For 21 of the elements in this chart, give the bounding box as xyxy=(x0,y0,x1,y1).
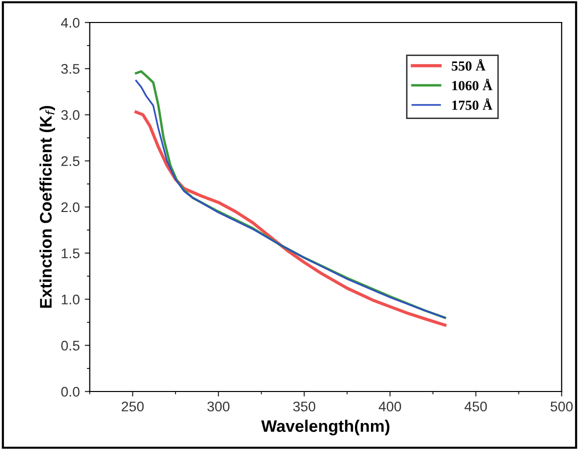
x-axis-title: Wavelength(nm) xyxy=(261,420,390,436)
y-tick-label: 1.0 xyxy=(62,294,80,304)
x-tick-label: 500 xyxy=(550,402,573,412)
legend-label: 1060 Å xyxy=(452,78,492,90)
y-tick-label: 3.5 xyxy=(61,64,80,74)
line-series xyxy=(134,110,446,327)
x-tick-label: 450 xyxy=(464,402,487,412)
y-tick-label: 4.0 xyxy=(61,18,80,28)
y-tick-label: 3.0 xyxy=(61,110,80,120)
y-tick-label: 0.0 xyxy=(61,386,80,397)
y-tick-label: 0.5 xyxy=(61,340,80,351)
y-tick-label: 2.5 xyxy=(61,156,80,166)
legend-label: 550 Å xyxy=(452,59,486,71)
x-tick-label: 400 xyxy=(378,402,402,412)
y-tick-label: 1.5 xyxy=(62,248,80,258)
x-tick-label: 250 xyxy=(122,402,144,412)
legend-label: 1750 Å xyxy=(452,98,492,110)
y-tick-label: 2.0 xyxy=(61,202,80,212)
y-axis-title: Extinction Coefficient (K$_{f}$) xyxy=(39,106,56,308)
x-tick-label: 300 xyxy=(207,402,230,412)
x-tick-label: 350 xyxy=(293,402,316,412)
